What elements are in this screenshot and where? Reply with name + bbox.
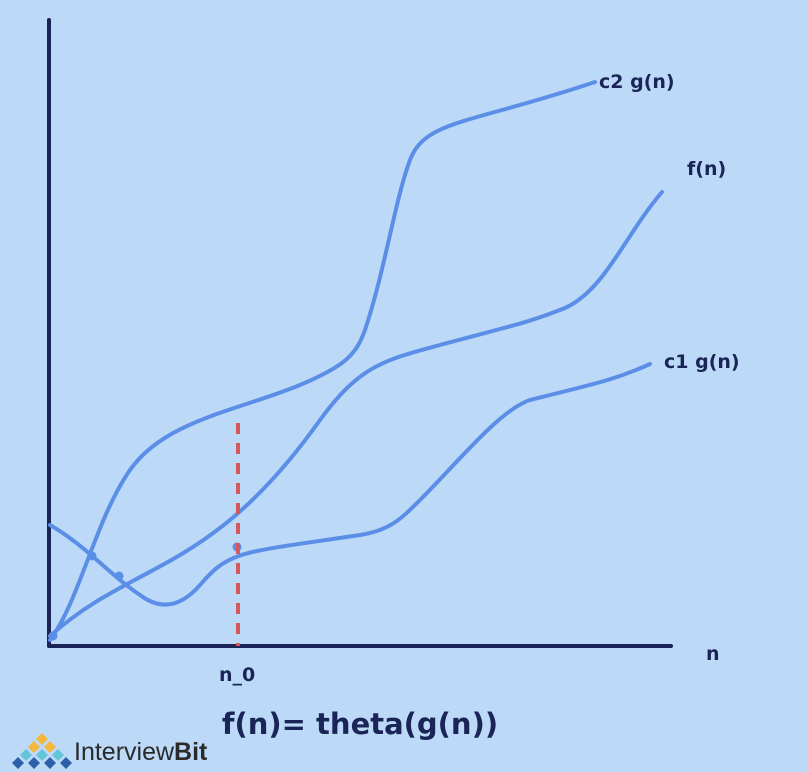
f-n-label: f(n) [687,158,726,180]
c2-g-n-curve [48,80,597,642]
intersection-point [87,551,97,561]
origin-point [48,631,58,641]
c1-g-n-label: c1 g(n) [664,351,740,373]
x-axis-label: n [706,643,720,665]
interviewbit-wordmark: InterviewBit [74,738,208,766]
interviewbit-logo-icon [12,733,72,769]
theta-equation-caption: f(n)= theta(g(n)) [222,707,498,741]
n0-label: n_0 [219,664,255,686]
intersection-point [114,571,124,581]
brand-name-part2: Bit [174,738,208,766]
f-n-curve [48,190,664,638]
brand-name-part1: Interview [74,738,175,766]
c1-g-n-curve [48,362,652,607]
c2-g-n-label: c2 g(n) [599,71,675,93]
